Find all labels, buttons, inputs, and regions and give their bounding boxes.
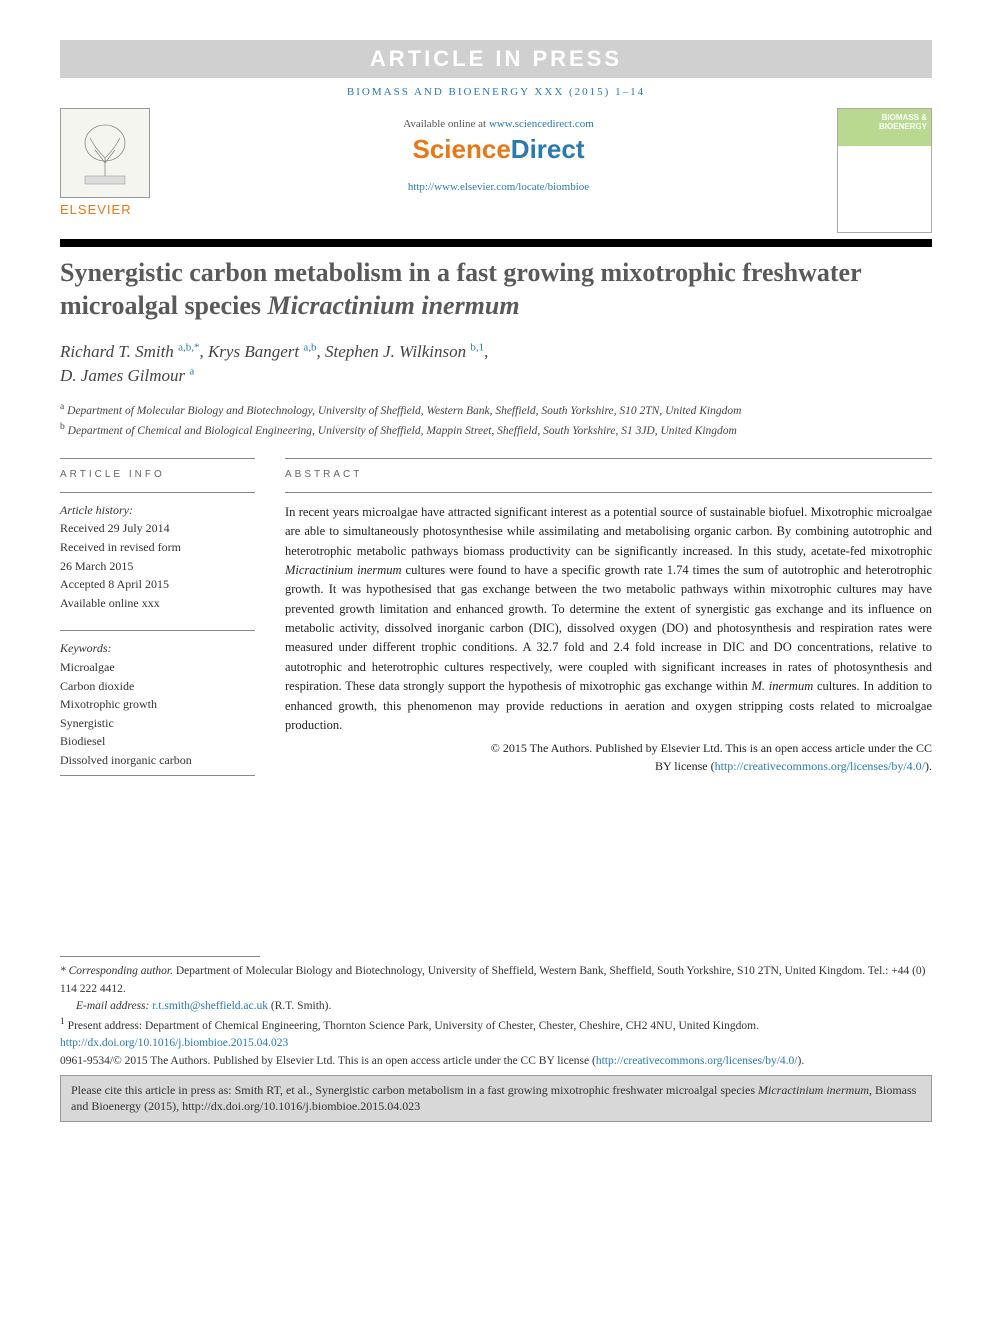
abstract-heading: ABSTRACT	[285, 458, 932, 480]
keyword: Dissolved inorganic carbon	[60, 751, 255, 770]
email-link[interactable]: r.t.smith@sheffield.ac.uk	[152, 1000, 268, 1012]
abstract-species-1: Micractinium inermum	[285, 563, 402, 577]
article-info-column: ARTICLE INFO Article history: Received 2…	[60, 458, 255, 777]
author-sup: b,1	[470, 341, 484, 353]
cite-species: Micractinium inermum	[758, 1083, 869, 1097]
history-line: Received in revised form	[60, 538, 255, 557]
present-address-footnote: 1 Present address: Department of Chemica…	[60, 1015, 932, 1035]
cc-license-link[interactable]: http://creativecommons.org/licenses/by/4…	[715, 759, 925, 773]
affiliation-a: a Department of Molecular Biology and Bi…	[60, 400, 932, 420]
author-sup: a	[189, 365, 194, 377]
keyword: Synergistic	[60, 714, 255, 733]
author-sup: a,b	[303, 341, 316, 353]
journal-header: BIOMASS AND BIOENERGY XXX (2015) 1–14	[60, 86, 932, 98]
history-line: 26 March 2015	[60, 557, 255, 576]
abstract-text: In recent years microalgae have attracte…	[285, 492, 932, 776]
aff-sup: b	[60, 421, 65, 432]
copyright-line: © 2015 The Authors. Published by Elsevie…	[285, 739, 932, 775]
issn-cc-link[interactable]: http://creativecommons.org/licenses/by/4…	[596, 1055, 798, 1067]
sciencedirect-logo: ScienceDirect	[180, 134, 817, 165]
email-footnote: E-mail address: r.t.smith@sheffield.ac.u…	[60, 998, 932, 1015]
aff-text: Department of Molecular Biology and Biot…	[67, 404, 741, 416]
article-info-heading: ARTICLE INFO	[60, 458, 255, 480]
journal-cover-thumb: BIOMASS & BIOENERGY	[837, 108, 932, 233]
keyword: Biodiesel	[60, 732, 255, 751]
affiliation-b: b Department of Chemical and Biological …	[60, 420, 932, 440]
email-label: E-mail address:	[76, 1000, 152, 1012]
elsevier-text: ELSEVIER	[60, 202, 160, 217]
history-label: Article history:	[60, 501, 255, 520]
affiliations: a Department of Molecular Biology and Bi…	[60, 400, 932, 440]
separator-bar	[60, 239, 932, 247]
author-4: D. James Gilmour a	[60, 366, 194, 385]
aff-text: Department of Chemical and Biological En…	[68, 425, 737, 437]
title-species: Micractinium inermum	[267, 291, 519, 320]
abstract-body-2: cultures were found to have a specific g…	[285, 563, 932, 693]
header-center: Available online at www.sciencedirect.co…	[180, 108, 817, 193]
author-1: Richard T. Smith a,b,*	[60, 342, 199, 361]
available-prefix: Available online at	[403, 118, 489, 130]
keyword: Mixotrophic growth	[60, 695, 255, 714]
copyright-3: ).	[925, 759, 932, 773]
article-history-block: Article history: Received 29 July 2014 R…	[60, 492, 255, 613]
author-2: Krys Bangert a,b	[208, 342, 317, 361]
issn-text-2: ).	[797, 1055, 804, 1067]
author-name: D. James Gilmour	[60, 366, 185, 385]
keyword: Carbon dioxide	[60, 677, 255, 696]
author-name: Stephen J. Wilkinson	[325, 342, 466, 361]
abstract-species-2: M. inermum	[752, 679, 814, 693]
footnotes: * Corresponding author. Department of Mo…	[60, 963, 932, 1068]
two-column-layout: ARTICLE INFO Article history: Received 2…	[60, 458, 932, 777]
issn-line: 0961-9534/© 2015 The Authors. Published …	[60, 1053, 932, 1069]
email-who: (R.T. Smith).	[268, 1000, 331, 1012]
header-row: ELSEVIER Available online at www.science…	[60, 108, 932, 233]
history-line: Accepted 8 April 2015	[60, 575, 255, 594]
sd-word-2: Direct	[511, 134, 585, 164]
keywords-block: Keywords: Microalgae Carbon dioxide Mixo…	[60, 630, 255, 776]
history-line: Available online xxx	[60, 594, 255, 613]
sd-word-1: Science	[413, 134, 511, 164]
article-title: Synergistic carbon metabolism in a fast …	[60, 257, 932, 322]
elsevier-logo: ELSEVIER	[60, 108, 160, 217]
keywords-label: Keywords:	[60, 639, 255, 658]
corresponding-author-footnote: * Corresponding author. Department of Mo…	[60, 963, 932, 998]
doi-link[interactable]: http://dx.doi.org/10.1016/j.biombioe.201…	[60, 1037, 288, 1049]
elsevier-tree-icon	[60, 108, 150, 198]
history-line: Received 29 July 2014	[60, 519, 255, 538]
copyright-1: © 2015 The Authors. Published by Elsevie…	[491, 741, 932, 755]
cover-thumb-title: BIOMASS & BIOENERGY	[842, 113, 927, 131]
abstract-column: ABSTRACT In recent years microalgae have…	[285, 458, 932, 777]
author-name: Krys Bangert	[208, 342, 299, 361]
present-text: Present address: Department of Chemical …	[65, 1020, 759, 1032]
abstract-body-1: In recent years microalgae have attracte…	[285, 505, 932, 558]
author-list: Richard T. Smith a,b,*, Krys Bangert a,b…	[60, 340, 932, 388]
aff-sup: a	[60, 401, 64, 412]
available-online-text: Available online at www.sciencedirect.co…	[180, 118, 817, 130]
issn-text-1: 0961-9534/© 2015 The Authors. Published …	[60, 1055, 596, 1067]
corr-label: * Corresponding author.	[60, 965, 173, 977]
footnote-separator	[60, 956, 260, 957]
article-in-press-banner: ARTICLE IN PRESS	[60, 40, 932, 78]
keyword: Microalgae	[60, 658, 255, 677]
copyright-2: BY license (	[655, 759, 715, 773]
locate-link[interactable]: http://www.elsevier.com/locate/biombioe	[180, 181, 817, 193]
author-sup: a,b,*	[178, 341, 199, 353]
sciencedirect-link[interactable]: www.sciencedirect.com	[489, 118, 594, 130]
citation-box: Please cite this article in press as: Sm…	[60, 1075, 932, 1123]
cite-pre: Please cite this article in press as: Sm…	[71, 1083, 758, 1097]
author-name: Richard T. Smith	[60, 342, 174, 361]
author-3: Stephen J. Wilkinson b,1	[325, 342, 484, 361]
corr-text: Department of Molecular Biology and Biot…	[60, 965, 925, 994]
